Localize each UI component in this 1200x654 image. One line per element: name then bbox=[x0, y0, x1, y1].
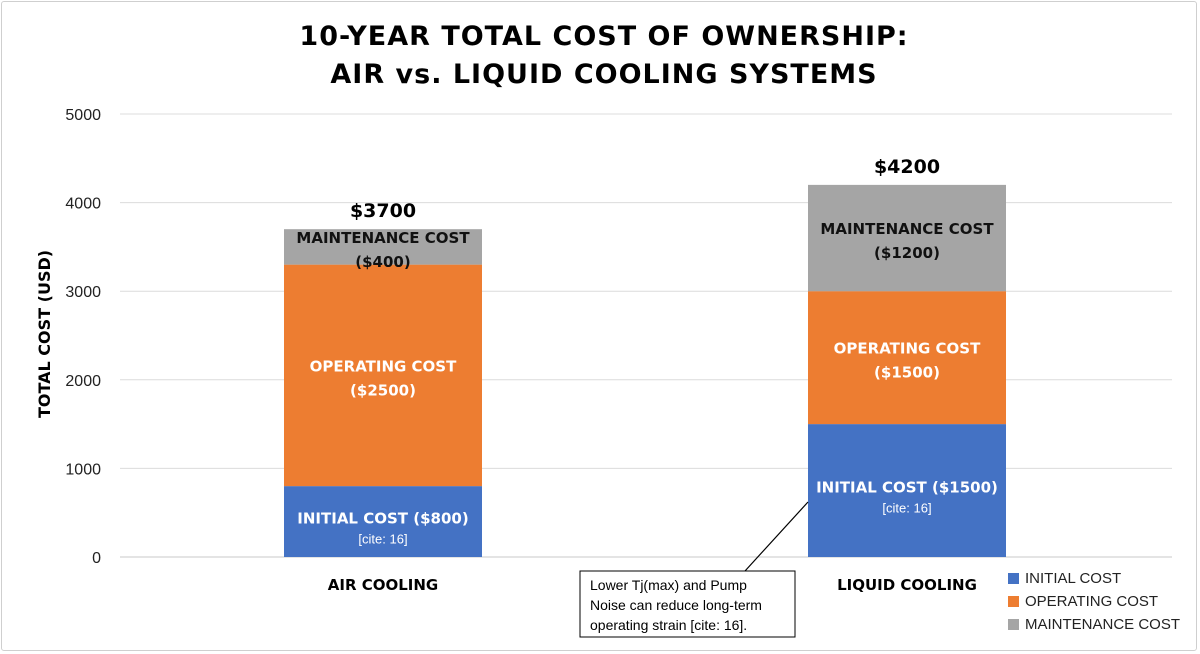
y-tick-label-4000: 4000 bbox=[65, 196, 101, 213]
x-axis-categories: AIR COOLING LIQUID COOLING bbox=[328, 576, 977, 594]
cite-liquid-initial-cost: [cite: 16] bbox=[882, 501, 931, 516]
y-tick-label-2000: 2000 bbox=[65, 373, 101, 390]
annotation-text-line-2: Noise can reduce long-term bbox=[590, 597, 762, 613]
label-air-operating-cost-line-1: OPERATING COST bbox=[310, 357, 457, 375]
bar-air-initial-cost bbox=[284, 486, 482, 557]
y-tick-label-1000: 1000 bbox=[65, 461, 101, 478]
legend-label-maintenance-cost: MAINTENANCE COST bbox=[1025, 616, 1180, 633]
label-liquid-operating-cost-line-1: OPERATING COST bbox=[834, 340, 981, 358]
label-air-initial-cost: INITIAL COST ($800) bbox=[297, 510, 468, 528]
legend-swatch-maintenance-cost bbox=[1008, 619, 1019, 630]
annotation-leader-line bbox=[744, 501, 809, 572]
y-tick-label-0: 0 bbox=[92, 550, 101, 567]
annotation-callout: Lower Tj(max) and Pump Noise can reduce l… bbox=[579, 501, 809, 638]
label-liquid-operating-cost-line-2: ($1500) bbox=[874, 364, 940, 382]
cite-air-initial-cost: [cite: 16] bbox=[358, 532, 407, 547]
total-label-liquid: $4200 bbox=[874, 156, 940, 178]
label-air-operating-cost-line-2: ($2500) bbox=[350, 381, 416, 399]
legend: INITIAL COST OPERATING COST MAINTENANCE CO… bbox=[1008, 570, 1180, 633]
legend-label-operating-cost: OPERATING COST bbox=[1025, 593, 1158, 610]
label-air-maintenance-cost-line-2: ($400) bbox=[355, 253, 410, 271]
category-label-liquid-cooling: LIQUID COOLING bbox=[837, 576, 977, 594]
legend-label-initial-cost: INITIAL COST bbox=[1025, 570, 1121, 587]
gridlines bbox=[120, 113, 1172, 558]
bar-liquid-initial-cost bbox=[808, 424, 1006, 557]
y-axis-ticks: 0 1000 2000 3000 4000 5000 bbox=[65, 107, 101, 567]
chart-title-line-1: 10-YEAR TOTAL COST OF OWNERSHIP: bbox=[299, 21, 908, 52]
category-label-air-cooling: AIR COOLING bbox=[328, 576, 438, 594]
y-tick-label-3000: 3000 bbox=[65, 284, 101, 301]
label-liquid-maintenance-cost-line-1: MAINTENANCE COST bbox=[820, 220, 994, 238]
total-label-air: $3700 bbox=[350, 200, 416, 222]
legend-swatch-initial-cost bbox=[1008, 573, 1019, 584]
bar-liquid-operating-cost bbox=[808, 291, 1006, 425]
bar-air-operating-cost bbox=[284, 264, 482, 487]
label-liquid-initial-cost: INITIAL COST ($1500) bbox=[816, 479, 998, 497]
bar-air-maintenance-cost bbox=[284, 229, 482, 265]
bar-liquid-maintenance-cost bbox=[808, 184, 1006, 292]
label-air-maintenance-cost-line-1: MAINTENANCE COST bbox=[296, 229, 470, 247]
y-tick-label-5000: 5000 bbox=[65, 107, 101, 124]
annotation-text-line-1: Lower Tj(max) and Pump bbox=[590, 577, 747, 593]
annotation-box bbox=[579, 570, 796, 638]
chart-title: 10-YEAR TOTAL COST OF OWNERSHIP: AIR vs.… bbox=[299, 21, 908, 90]
y-axis-label: TOTAL COST (USD) bbox=[35, 250, 54, 418]
annotation-text-line-3: operating strain [cite: 16]. bbox=[590, 617, 747, 633]
label-liquid-maintenance-cost-line-2: ($1200) bbox=[874, 244, 940, 262]
bars: INITIAL COST ($800) [cite: 16] OPERATING C… bbox=[284, 156, 1006, 557]
legend-swatch-operating-cost bbox=[1008, 596, 1019, 607]
chart-title-line-2: AIR vs. LIQUID COOLING SYSTEMS bbox=[330, 59, 877, 90]
